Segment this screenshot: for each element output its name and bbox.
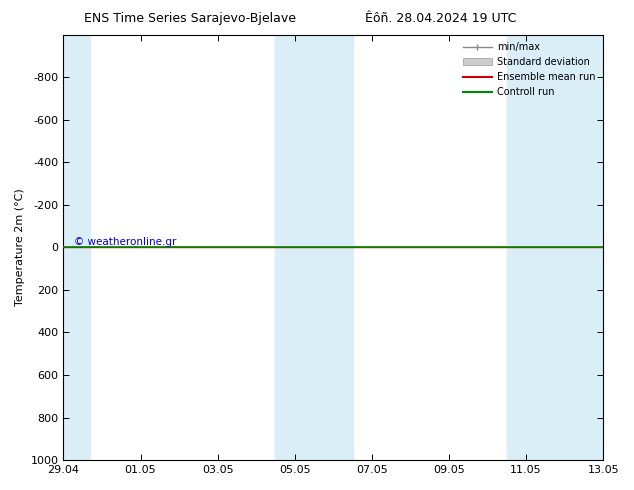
Text: Êôñ. 28.04.2024 19 UTC: Êôñ. 28.04.2024 19 UTC [365,12,516,25]
Bar [507,35,603,460]
Y-axis label: Temperature 2m (°C): Temperature 2m (°C) [15,189,25,306]
Bar [63,35,91,460]
Legend: min/max, Standard deviation, Ensemble mean run, Controll run: min/max, Standard deviation, Ensemble me… [460,40,598,100]
Bar [275,35,353,460]
Text: © weatheronline.gr: © weatheronline.gr [74,237,177,247]
Text: ENS Time Series Sarajevo-Bjelave: ENS Time Series Sarajevo-Bjelave [84,12,296,25]
